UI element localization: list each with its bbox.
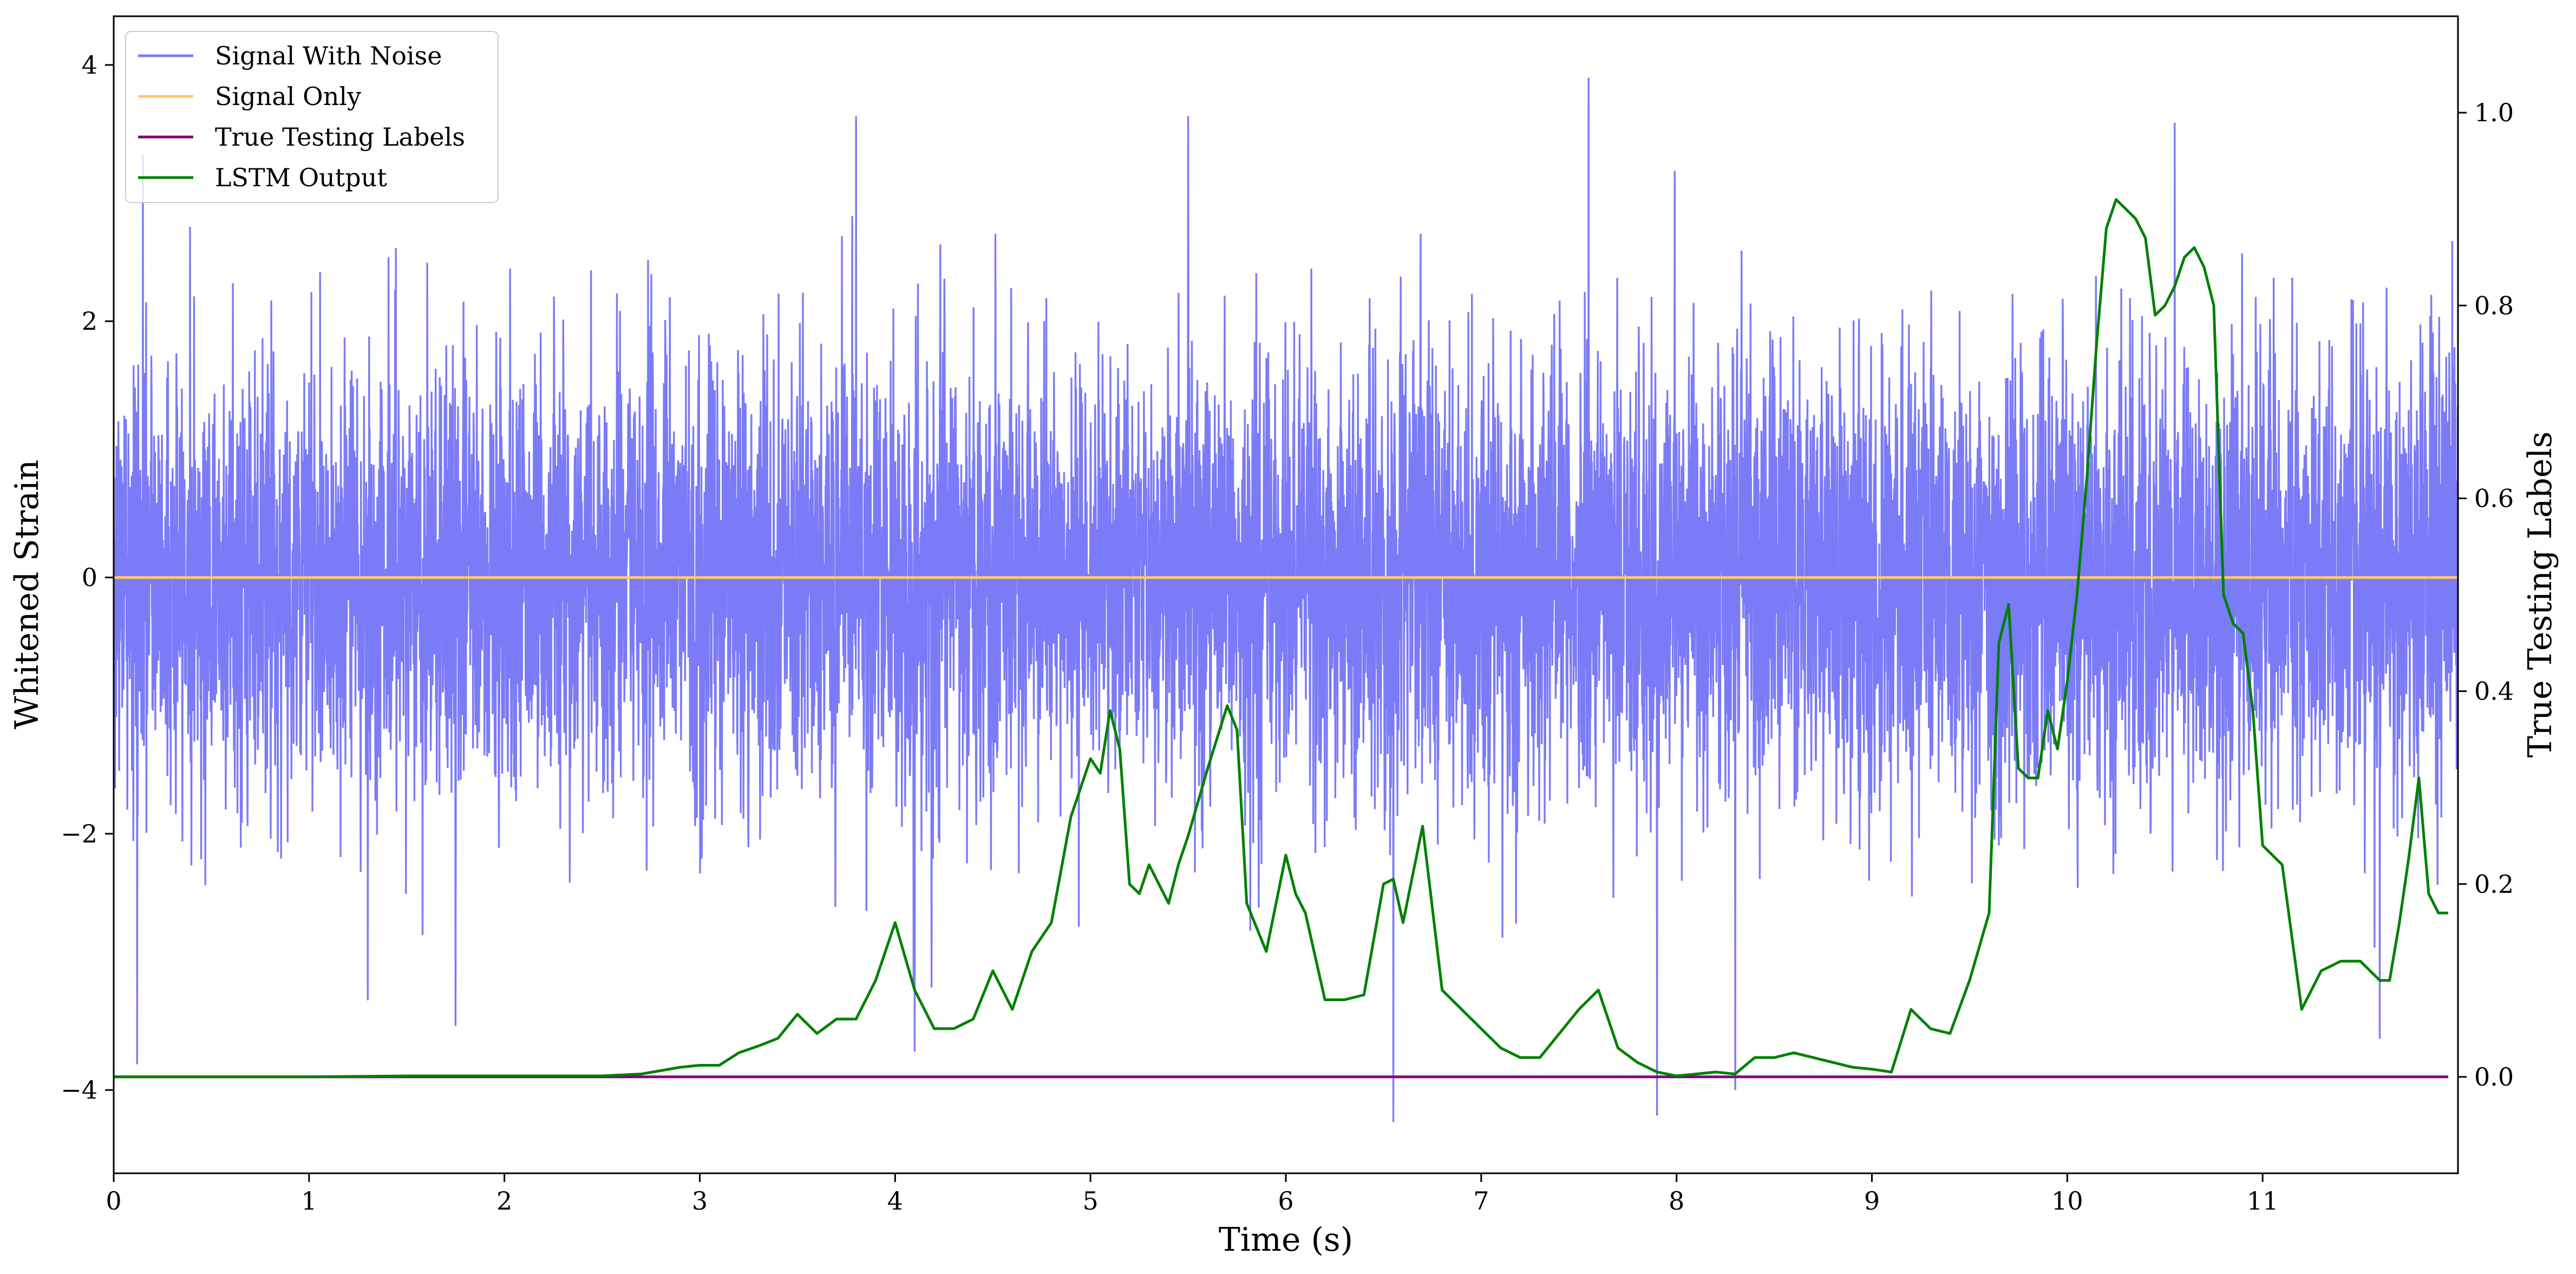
series-line-signal-with-noise [114,77,2458,1122]
y-axis-label-right: True Testing Labels [2521,432,2559,758]
x-tick-label: 9 [1864,1186,1880,1216]
y-tick-label-left: −2 [61,819,97,848]
x-tick-label: 7 [1473,1186,1489,1216]
legend-label-signal-only: Signal Only [215,82,361,111]
x-tick-label: 0 [106,1186,121,1216]
y-tick-label-left: 0 [82,563,97,592]
series-layer [114,77,2458,1122]
legend: Signal With Noise Signal Only True Testing… [125,31,499,203]
x-tick-label: 2 [496,1186,512,1216]
series-line-lstm-output [114,198,2448,1079]
x-tick-label: 4 [887,1186,903,1216]
x-tick-label: 8 [1669,1186,1684,1216]
x-tick-label: 3 [692,1186,708,1216]
x-tick-label: 10 [2051,1186,2083,1216]
legend-label-true-testing-labels: True Testing Labels [215,122,465,152]
axes-layer: 0 1 2 3 4 5 6 7 8 9 10 11 −4 −2 0 2 4 0.0 0.2 0.4 0.6 0.8 1.0 [61,50,2514,1216]
y-tick-label-right: 0.6 [2474,484,2514,513]
legend-label-signal-with-noise: Signal With Noise [215,41,442,70]
y-tick-label-left: 4 [82,50,97,80]
y-tick-label-left: −4 [61,1075,97,1105]
legend-label-lstm-output: LSTM Output [215,163,387,192]
y-tick-label-left: 2 [82,306,97,336]
y-tick-label-right: 0.2 [2474,870,2514,899]
y-axis-label-left: Whitened Strain [8,460,46,729]
x-tick-label: 1 [301,1186,317,1216]
x-tick-label: 5 [1083,1186,1099,1216]
y-tick-label-right: 0.8 [2474,291,2514,320]
legend-frame [125,31,499,203]
y-tick-label-right: 0.4 [2474,677,2514,706]
x-axis-label: Time (s) [1219,1221,1353,1259]
y-tick-label-right: 1.0 [2474,98,2514,127]
y-tick-label-right: 0.0 [2474,1062,2514,1092]
x-tick-label: 6 [1278,1186,1293,1216]
x-tick-label: 11 [2247,1186,2279,1216]
